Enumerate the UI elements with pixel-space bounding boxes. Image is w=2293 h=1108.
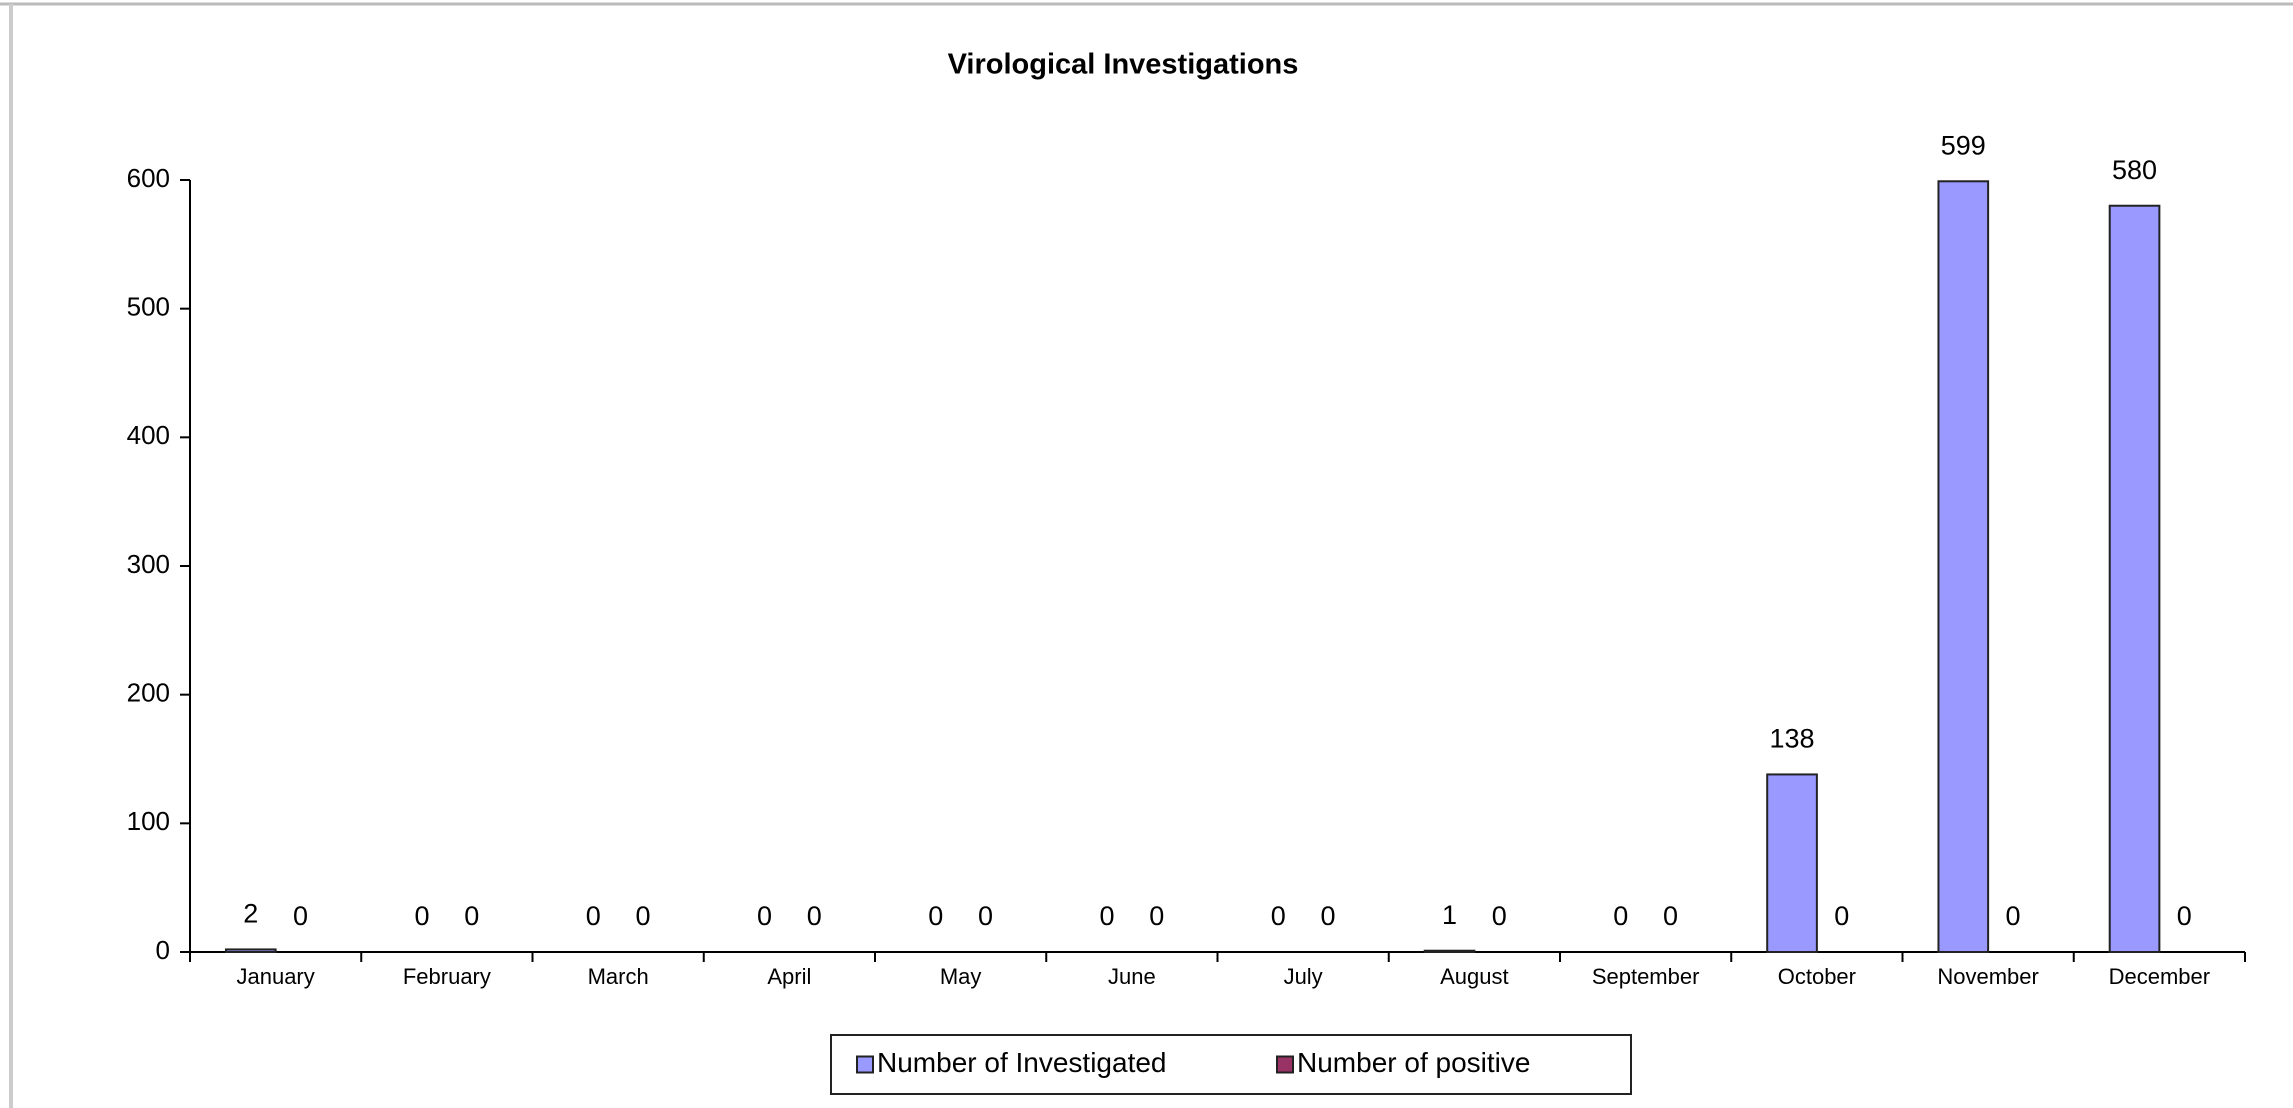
value-label: 0 [978, 901, 993, 931]
value-label: 0 [2005, 901, 2020, 931]
value-label: 0 [415, 901, 430, 931]
x-tick-label: January [236, 964, 314, 989]
x-tick-label: March [588, 964, 649, 989]
value-label: 0 [586, 901, 601, 931]
legend-box [830, 1034, 1632, 1095]
value-label: 0 [1100, 901, 1115, 931]
value-label: 0 [2177, 901, 2192, 931]
value-label: 1 [1442, 900, 1457, 930]
y-tick-label: 300 [127, 549, 170, 579]
legend-swatch [1276, 1055, 1294, 1074]
value-label: 0 [928, 901, 943, 931]
chart-title: Virological Investigations [948, 49, 1299, 81]
bar [1937, 180, 1990, 953]
x-tick-label: December [2109, 964, 2210, 989]
y-tick-label: 600 [127, 163, 170, 193]
value-label: 580 [2112, 155, 2157, 185]
value-label: 0 [1320, 901, 1335, 931]
x-tick-label: August [1440, 964, 1509, 989]
x-tick-label: June [1108, 964, 1156, 989]
legend-label: Number of Investigated [877, 1047, 1167, 1078]
value-label: 0 [1613, 901, 1628, 931]
value-label: 138 [1770, 724, 1815, 754]
x-tick-label: July [1284, 964, 1323, 989]
x-tick-label: October [1778, 964, 1856, 989]
legend-swatch [856, 1055, 874, 1074]
x-tick-label: February [403, 964, 491, 989]
value-label: 0 [807, 901, 822, 931]
value-label: 0 [1492, 901, 1507, 931]
y-tick-label: 0 [156, 935, 170, 965]
y-tick-label: 100 [127, 806, 170, 836]
value-label: 0 [1271, 901, 1286, 931]
x-tick-label: September [1592, 964, 1700, 989]
x-tick-label: May [940, 964, 982, 989]
value-label: 0 [757, 901, 772, 931]
y-tick-label: 200 [127, 678, 170, 708]
bar [224, 948, 277, 954]
y-tick-label: 500 [127, 292, 170, 322]
value-label: 599 [1941, 130, 1986, 160]
value-label: 0 [1149, 901, 1164, 931]
bar [1423, 949, 1476, 953]
value-label: 2 [243, 899, 258, 929]
y-tick-label: 400 [127, 420, 170, 450]
value-label: 0 [1834, 901, 1849, 931]
value-label: 0 [293, 901, 308, 931]
x-tick-label: November [1937, 964, 2038, 989]
value-label: 0 [635, 901, 650, 931]
value-label: 0 [1663, 901, 1678, 931]
bar [1766, 773, 1818, 953]
x-tick-label: April [767, 964, 811, 989]
legend-label: Number of positive [1297, 1047, 1530, 1078]
value-label: 0 [464, 901, 479, 931]
bar [2108, 204, 2161, 953]
